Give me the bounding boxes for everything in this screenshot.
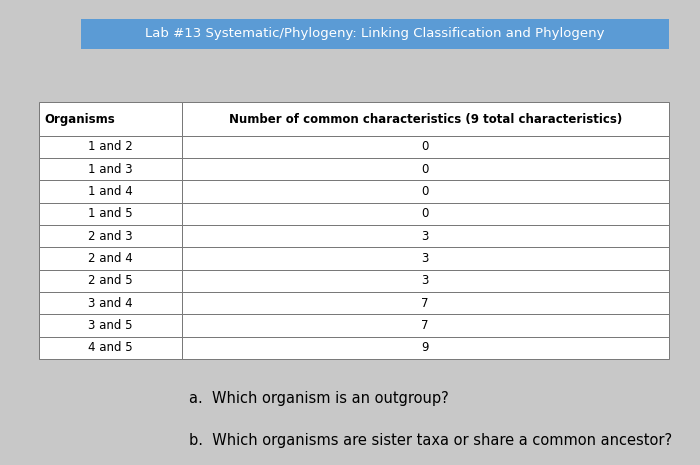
Text: 3: 3 [421, 252, 429, 265]
Text: 2 and 5: 2 and 5 [88, 274, 132, 287]
Bar [38, 180, 182, 203]
Text: 1 and 3: 1 and 3 [88, 163, 132, 176]
Bar [182, 314, 668, 337]
Bar [38, 136, 182, 158]
Bar [38, 270, 182, 292]
Text: a.  Which organism is an outgroup?: a. Which organism is an outgroup? [189, 391, 449, 406]
Text: 3 and 4: 3 and 4 [88, 297, 132, 310]
Text: 0: 0 [421, 140, 429, 153]
Text: 7: 7 [421, 297, 429, 310]
Bar [38, 292, 182, 314]
Bar [182, 180, 668, 203]
Bar [38, 314, 182, 337]
Bar [38, 247, 182, 270]
Bar [182, 102, 668, 136]
Bar [182, 247, 668, 270]
Text: 2 and 4: 2 and 4 [88, 252, 132, 265]
Text: 3 and 5: 3 and 5 [88, 319, 132, 332]
Text: 7: 7 [421, 319, 429, 332]
Text: 3: 3 [421, 274, 429, 287]
Bar [80, 19, 668, 49]
Text: Lab #13 Systematic/Phylogeny: Linking Classification and Phylogeny: Lab #13 Systematic/Phylogeny: Linking Cl… [145, 27, 604, 40]
Bar [182, 203, 668, 225]
Bar [38, 158, 182, 180]
Bar [182, 158, 668, 180]
Bar [38, 102, 182, 136]
Bar [182, 270, 668, 292]
Text: 2 and 3: 2 and 3 [88, 230, 132, 243]
Text: 3: 3 [421, 230, 429, 243]
Text: 9: 9 [421, 341, 429, 354]
Text: 1 and 5: 1 and 5 [88, 207, 132, 220]
Bar [38, 203, 182, 225]
Text: 1 and 4: 1 and 4 [88, 185, 132, 198]
Bar [182, 225, 668, 247]
Text: Organisms: Organisms [44, 113, 115, 126]
Bar [38, 225, 182, 247]
Text: 1 and 2: 1 and 2 [88, 140, 132, 153]
Bar [182, 136, 668, 158]
Bar [38, 337, 182, 359]
Text: b.  Which organisms are sister taxa or share a common ancestor?: b. Which organisms are sister taxa or sh… [189, 433, 672, 448]
Text: Number of common characteristics (9 total characteristics): Number of common characteristics (9 tota… [229, 113, 622, 126]
Text: 0: 0 [421, 163, 429, 176]
Bar [182, 292, 668, 314]
Text: 4 and 5: 4 and 5 [88, 341, 132, 354]
Text: 0: 0 [421, 185, 429, 198]
Bar [182, 337, 668, 359]
Text: 0: 0 [421, 207, 429, 220]
